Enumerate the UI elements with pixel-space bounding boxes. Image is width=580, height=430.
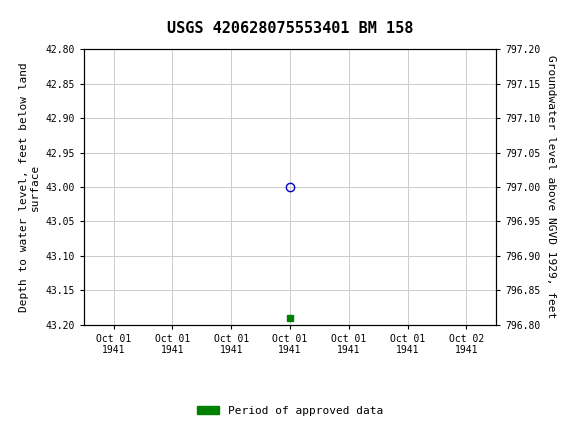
Y-axis label: Depth to water level, feet below land
surface: Depth to water level, feet below land su… [19, 62, 40, 312]
Legend: Period of approved data: Period of approved data [193, 401, 387, 420]
Y-axis label: Groundwater level above NGVD 1929, feet: Groundwater level above NGVD 1929, feet [546, 55, 556, 319]
Text: USGS: USGS [3, 12, 58, 29]
Text: USGS 420628075553401 BM 158: USGS 420628075553401 BM 158 [167, 21, 413, 36]
